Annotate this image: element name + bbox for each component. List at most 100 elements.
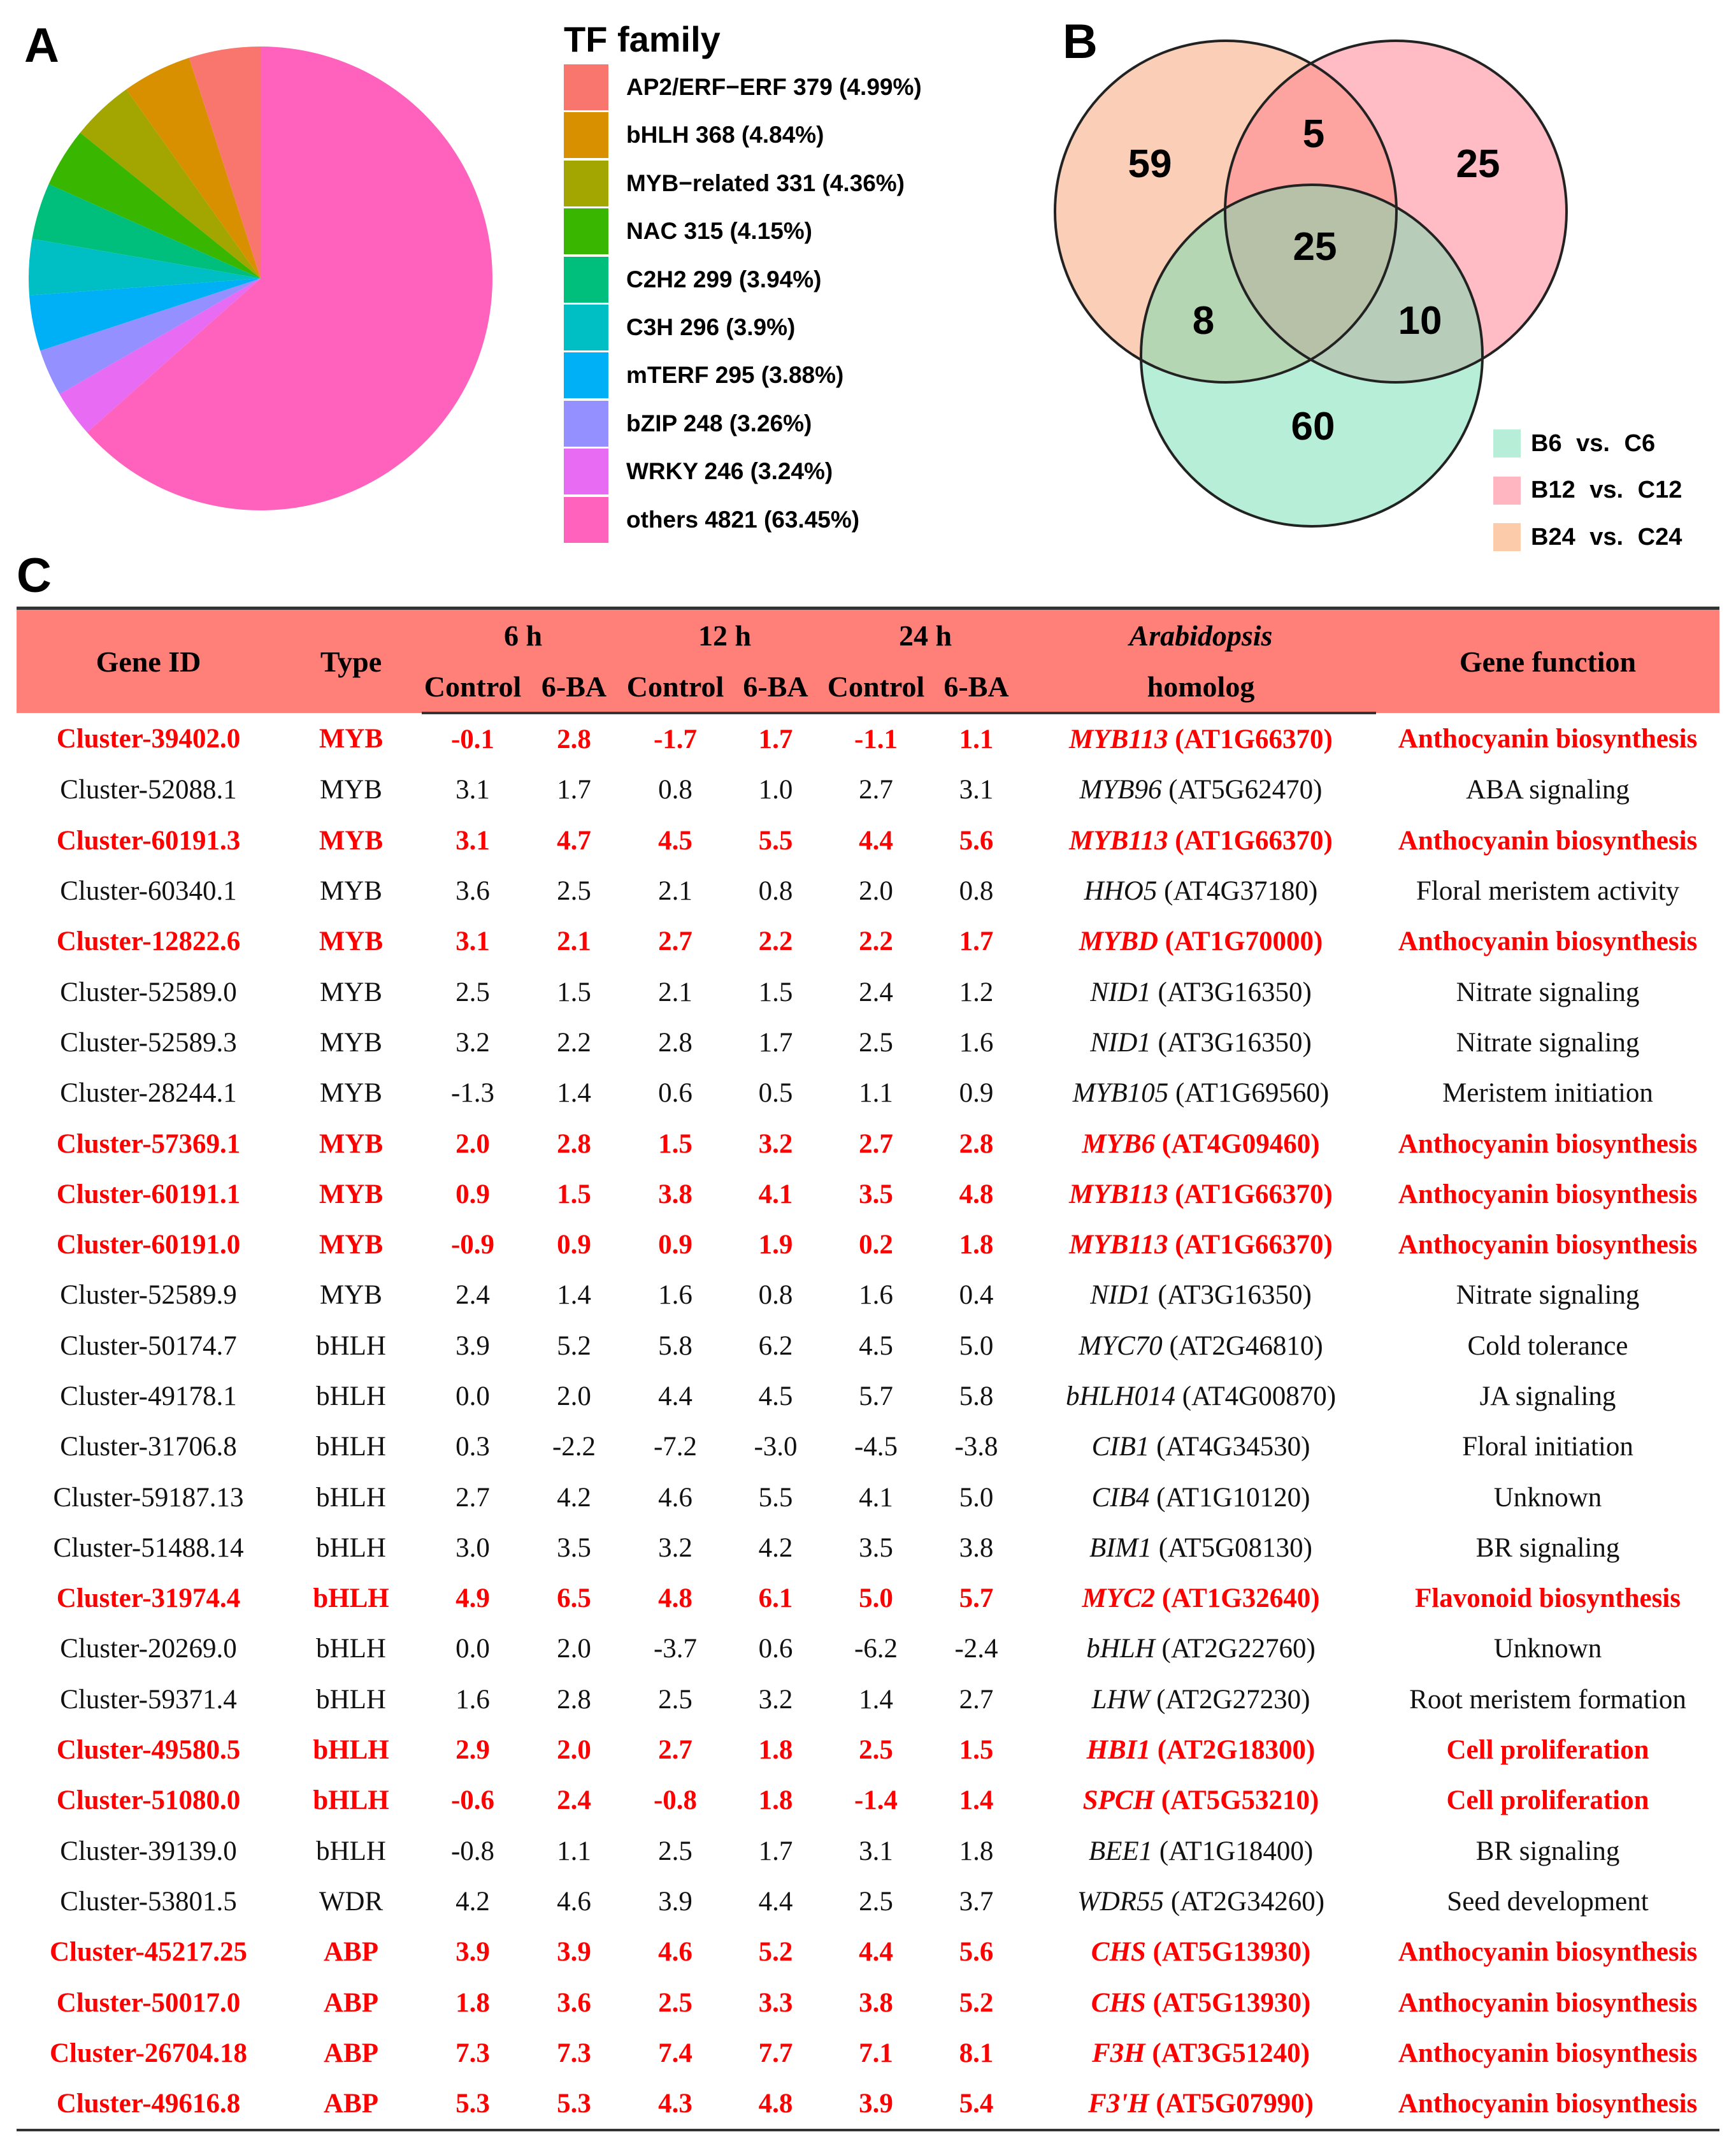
table-row: Cluster-49178.1 bHLH 0.0 2.0 4.4 4.5 5.7 5.8 bHL… — [17, 1371, 1719, 1422]
value-24h-6ba: 1.8 — [959, 1836, 994, 1866]
gene-id-cell: Cluster-28244.1 — [60, 1078, 237, 1109]
gene-function-cell: Anthocyanin biosynthesis — [1398, 1937, 1698, 1968]
type-cell: bHLH — [316, 1532, 386, 1563]
homolog-cell: MYB113 (AT1G66370) — [1026, 1220, 1376, 1270]
value-12h-control: -1.7 — [653, 724, 698, 755]
legend-swatch — [564, 449, 608, 495]
value-24h-control: 3.5 — [859, 1179, 893, 1209]
header-24h: 24 h — [825, 607, 1026, 661]
gene-id-cell: Cluster-12822.6 — [56, 926, 241, 957]
value-6h-6ba: 0.9 — [557, 1230, 591, 1260]
gene-function-cell: Seed development — [1447, 1886, 1649, 1917]
type-cell: MYB — [320, 977, 382, 1007]
legend-swatch — [564, 496, 608, 543]
legend-label: bZIP 248 (3.26%) — [626, 410, 812, 436]
type-cell: ABP — [324, 1987, 378, 2018]
type-cell: ABP — [324, 1937, 378, 1968]
venn-legend-swatch — [1493, 476, 1521, 505]
gene-id-cell: Cluster-60340.1 — [60, 876, 237, 907]
pie-slice-c3h — [28, 238, 261, 296]
value-24h-control: 2.7 — [859, 1128, 893, 1159]
value-24h-control: 2.5 — [859, 1735, 893, 1766]
table-row: Cluster-50174.7 bHLH 3.9 5.2 5.8 6.2 4.5 5.0 MYC… — [17, 1321, 1719, 1371]
value-12h-6ba: 1.0 — [758, 775, 793, 805]
table-row: Cluster-26704.18 ABP 7.3 7.3 7.4 7.7 7.1 8.1 F3H… — [17, 2028, 1719, 2078]
homolog-gene: bHLH014 — [1065, 1381, 1176, 1411]
value-6h-control: 2.9 — [456, 1735, 490, 1766]
value-24h-control: 3.5 — [859, 1532, 893, 1563]
table-row: Cluster-60191.3 MYB 3.1 4.7 4.5 5.5 4.4 5.6 MYB1… — [17, 816, 1719, 866]
homolog-locus: (AT4G00870) — [1175, 1381, 1337, 1411]
value-12h-control: 3.2 — [658, 1532, 692, 1563]
header-homolog-bottom: homolog — [1026, 661, 1376, 714]
gene-id-cell: Cluster-50017.0 — [56, 1987, 241, 2018]
table-row: Cluster-52589.9 MYB 2.4 1.4 1.6 0.8 1.6 0.4 NID1… — [17, 1270, 1719, 1320]
panel-label-b: B — [1063, 15, 1098, 69]
venn-count-b12-b6: 10 — [1398, 299, 1442, 343]
type-cell: ABP — [324, 2038, 378, 2068]
homolog-gene: MYB96 — [1079, 775, 1162, 805]
homolog-gene: F3'H — [1088, 2089, 1149, 2119]
value-6h-control: 0.0 — [456, 1381, 490, 1411]
venn-count-b24-b6: 8 — [1192, 299, 1215, 343]
value-12h-6ba: 0.8 — [758, 876, 793, 907]
legend-item: NAC 315 (4.15%) — [564, 208, 812, 255]
legend-label: others 4821 (63.45%) — [626, 506, 860, 533]
header-6h: 6 h — [422, 607, 624, 661]
value-12h-6ba: 6.2 — [758, 1330, 793, 1361]
homolog-locus: (AT1G66370) — [1168, 1230, 1333, 1260]
gene-id-cell: Cluster-60191.0 — [56, 1230, 241, 1260]
value-12h-control: 2.8 — [658, 1027, 692, 1058]
value-6h-control: -0.1 — [450, 724, 495, 755]
pie-slice-others — [87, 47, 492, 510]
value-12h-6ba: 1.8 — [758, 1735, 793, 1766]
type-cell: bHLH — [316, 1482, 386, 1513]
header-24h-6ba: 6-BA — [927, 661, 1026, 714]
value-12h-6ba: 7.7 — [758, 2038, 793, 2068]
value-6h-control: 2.7 — [456, 1482, 490, 1513]
value-24h-6ba: 2.8 — [959, 1128, 994, 1159]
homolog-cell: MYC70 (AT2G46810) — [1026, 1321, 1376, 1371]
legend-label: WRKY 246 (3.24%) — [626, 458, 833, 485]
header-gene-function: Gene function — [1376, 607, 1719, 713]
value-12h-6ba: 3.2 — [758, 1128, 793, 1159]
gene-function-cell: Anthocyanin biosynthesis — [1398, 1179, 1698, 1209]
value-6h-control: 3.1 — [456, 825, 490, 856]
legend-label: MYB−related 331 (4.36%) — [626, 169, 905, 196]
value-24h-6ba: 5.0 — [959, 1330, 994, 1361]
value-24h-control: 1.1 — [859, 1078, 893, 1109]
table-row: Cluster-49580.5 bHLH 2.9 2.0 2.7 1.8 2.5 1.5 HBI… — [17, 1725, 1719, 1775]
value-6h-control: 2.4 — [456, 1280, 490, 1311]
gene-function-cell: Cell proliferation — [1446, 1785, 1649, 1816]
value-12h-control: -0.8 — [653, 1785, 698, 1816]
value-24h-6ba: 2.7 — [959, 1684, 994, 1715]
type-cell: MYB — [319, 926, 384, 957]
value-24h-control: 4.4 — [859, 825, 893, 856]
pie-slice-mterf — [29, 278, 261, 351]
homolog-gene: BEE1 — [1088, 1836, 1153, 1866]
homolog-gene: MYB6 — [1082, 1128, 1156, 1159]
value-12h-6ba: 1.7 — [758, 724, 793, 755]
gene-id-cell: Cluster-59187.13 — [53, 1482, 244, 1513]
pie-chart — [28, 47, 492, 510]
value-6h-control: 3.9 — [456, 1937, 490, 1968]
value-24h-control: 1.4 — [859, 1684, 893, 1715]
value-24h-control: 5.0 — [859, 1583, 893, 1614]
value-6h-6ba: 1.4 — [557, 1078, 591, 1109]
homolog-cell: NID1 (AT3G16350) — [1026, 1018, 1376, 1068]
homolog-gene: NID1 — [1090, 1027, 1151, 1058]
gene-id-cell: Cluster-52088.1 — [60, 775, 237, 805]
type-cell: MYB — [319, 825, 384, 856]
venn-legend-label: B24 vs. C24 — [1531, 523, 1682, 551]
homolog-gene: SPCH — [1082, 1785, 1154, 1816]
value-6h-control: 0.3 — [456, 1432, 490, 1462]
homolog-gene: BIM1 — [1089, 1532, 1152, 1563]
value-6h-6ba: 1.5 — [557, 977, 591, 1007]
value-24h-control: -4.5 — [854, 1432, 898, 1462]
gene-id-cell: Cluster-60191.3 — [56, 825, 241, 856]
venn-legend-item: B24 vs. C24 — [1493, 523, 1682, 551]
value-24h-6ba: 3.8 — [959, 1532, 994, 1563]
value-12h-control: 2.5 — [658, 1987, 692, 2018]
value-12h-control: -7.2 — [653, 1432, 698, 1462]
gene-function-cell: Unknown — [1493, 1482, 1602, 1513]
